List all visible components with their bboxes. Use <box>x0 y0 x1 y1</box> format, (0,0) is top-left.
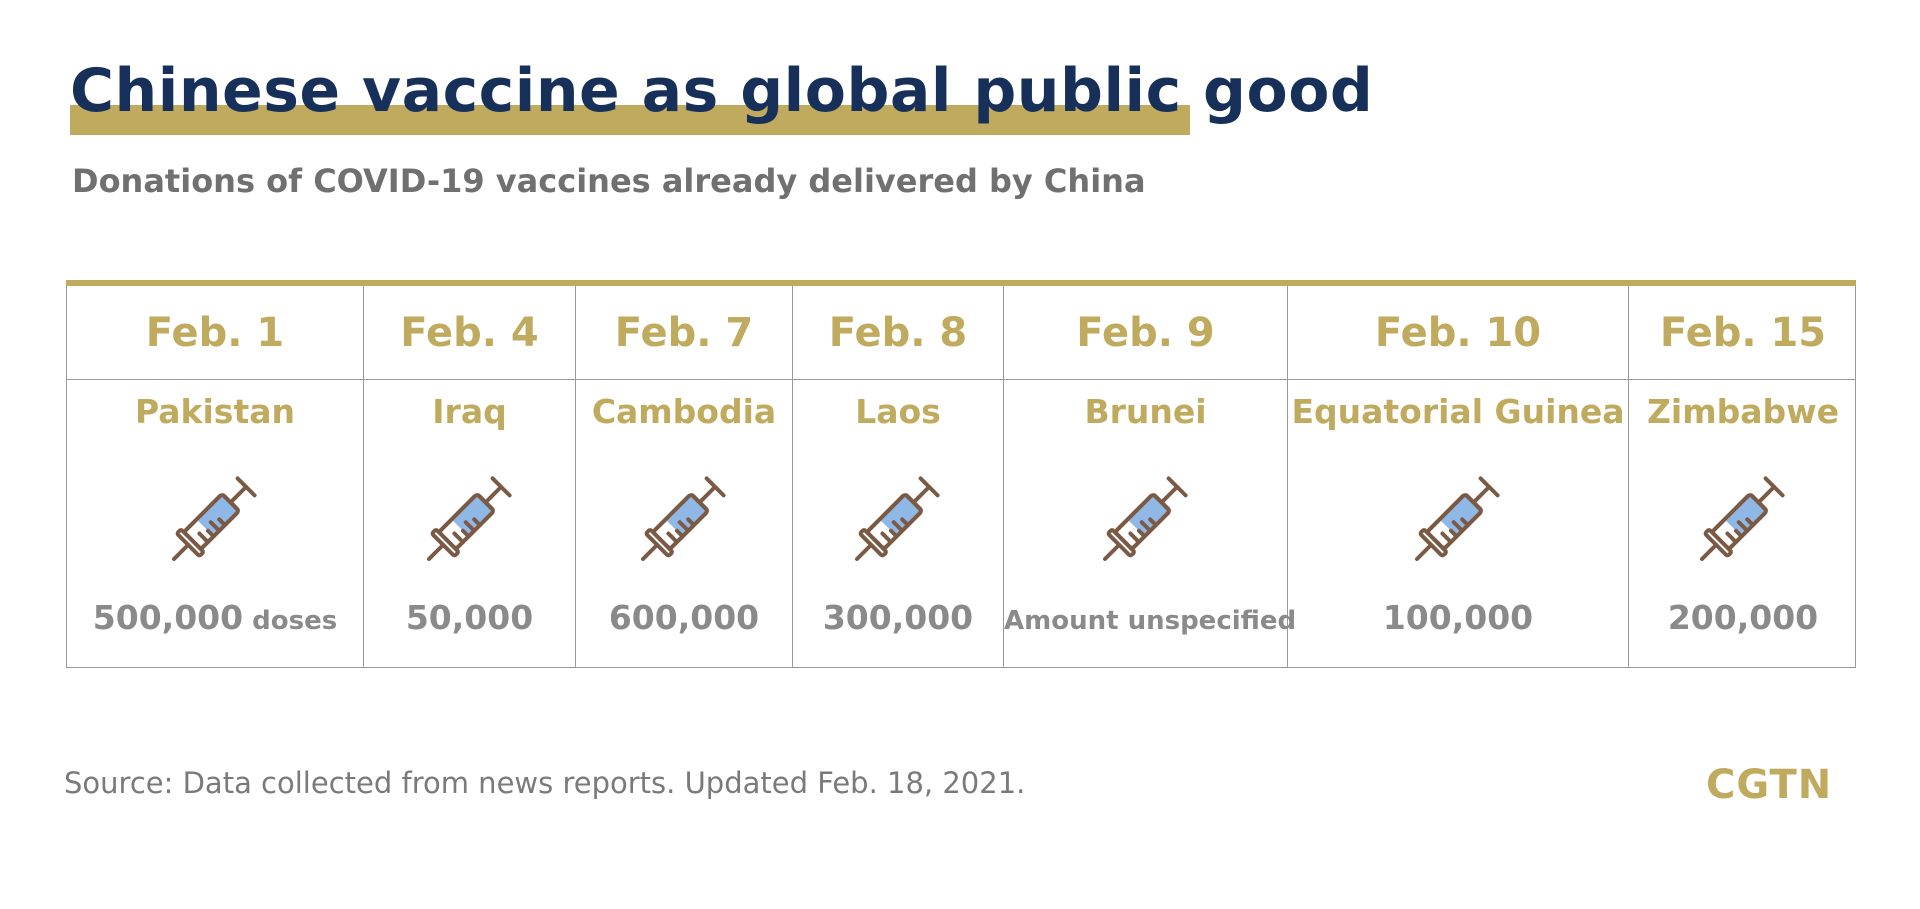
table-column: Feb. 4 Iraq 50,000 <box>364 280 576 667</box>
table-header-divider <box>66 379 1856 380</box>
table-column: Feb. 8 Laos 300,000 <box>793 280 1004 667</box>
table-column: Feb. 1 Pakistan 500,000 doses <box>67 280 364 667</box>
dose-value: Amount unspecified <box>1004 606 1297 636</box>
dose-value: 200,000 <box>1667 598 1819 637</box>
date-label: Feb. 7 <box>614 310 754 356</box>
table-column: Feb. 15 Zimbabwe 200,000 <box>1629 280 1857 667</box>
dose-value: 500,000 <box>92 598 244 637</box>
country-label: Equatorial Guinea <box>1291 392 1625 431</box>
dose-value: 600,000 <box>608 598 760 637</box>
source-note: Source: Data collected from news reports… <box>64 766 1026 800</box>
dose-unit: doses <box>243 606 338 636</box>
date-label: Feb. 8 <box>828 310 968 356</box>
donations-table: Feb. 1 Pakistan 500,000 doses Feb. 4 Iraq 50,… <box>66 280 1856 668</box>
syringe-icon <box>854 476 940 562</box>
country-label: Zimbabwe <box>1646 392 1839 431</box>
syringe-icon <box>426 476 512 562</box>
chart-title: Chinese vaccine as global public good <box>70 56 1374 126</box>
date-label: Feb. 4 <box>400 310 539 356</box>
date-label: Feb. 1 <box>145 310 285 356</box>
country-label: Laos <box>855 392 941 431</box>
syringe-icon <box>171 476 257 562</box>
syringe-icon <box>1699 476 1785 562</box>
syringe-icon <box>1102 476 1188 562</box>
syringe-icon <box>640 476 726 562</box>
dose-amount: 500,000 doses <box>67 598 363 637</box>
table-column: Feb. 9 Brunei Amount unspecified <box>1004 280 1296 667</box>
dose-amount: 300,000 <box>793 598 1003 637</box>
country-label: Cambodia <box>591 392 777 431</box>
date-label: Feb. 15 <box>1659 310 1827 356</box>
table-column: Feb. 10 Equatorial Guinea 100,000 <box>1288 280 1629 667</box>
table-column: Feb. 7 Cambodia 600,000 <box>576 280 793 667</box>
country-label: Brunei <box>1084 392 1207 431</box>
syringe-icon <box>1414 476 1500 562</box>
title-block: Chinese vaccine as global public good <box>70 56 1374 135</box>
chart-subtitle: Donations of COVID-19 vaccines already d… <box>72 162 1146 200</box>
title-underline <box>70 105 1190 135</box>
country-label: Iraq <box>432 392 507 431</box>
dose-amount: 50,000 <box>364 598 575 637</box>
dose-value: 300,000 <box>822 598 974 637</box>
cgtn-logo: CGTN <box>1706 762 1833 808</box>
table-top-rule <box>66 280 1856 286</box>
country-label: Pakistan <box>134 392 295 431</box>
dose-value: 100,000 <box>1382 598 1534 637</box>
date-label: Feb. 10 <box>1374 310 1542 356</box>
dose-value: 50,000 <box>405 598 534 637</box>
dose-amount: 200,000 <box>1629 598 1857 637</box>
date-label: Feb. 9 <box>1076 310 1215 356</box>
dose-amount: 100,000 <box>1288 598 1628 637</box>
dose-amount: 600,000 <box>576 598 792 637</box>
dose-amount: Amount unspecified <box>1004 606 1296 636</box>
